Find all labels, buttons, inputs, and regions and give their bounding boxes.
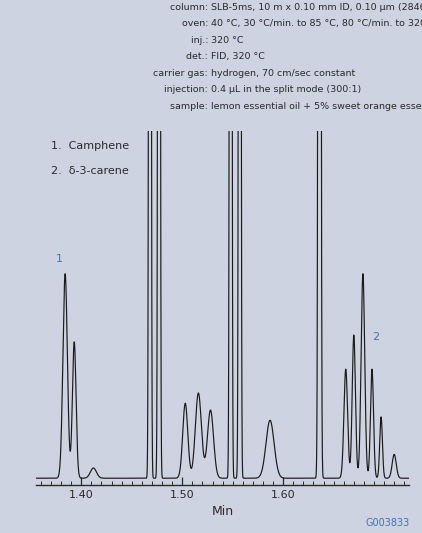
Text: 0.4 μL in the split mode (300:1): 0.4 μL in the split mode (300:1) [211, 85, 361, 94]
Text: 2.  δ-3-carene: 2. δ-3-carene [51, 166, 129, 176]
Text: inj.:: inj.: [170, 36, 211, 45]
Text: det.:: det.: [165, 52, 211, 61]
Text: G003833: G003833 [365, 518, 409, 528]
Text: carrier gas:: carrier gas: [153, 69, 211, 78]
Text: 320 °C: 320 °C [211, 36, 243, 45]
Text: 1: 1 [56, 254, 62, 263]
Text: oven:: oven: [163, 19, 211, 28]
Text: injection:: injection: [158, 85, 211, 94]
Text: 2: 2 [372, 332, 379, 342]
X-axis label: Min: Min [211, 505, 234, 519]
Text: column:: column: [158, 3, 211, 12]
Text: FID, 320 °C: FID, 320 °C [211, 52, 265, 61]
Text: 1.  Camphene: 1. Camphene [51, 141, 129, 151]
Text: hydrogen, 70 cm/sec constant: hydrogen, 70 cm/sec constant [211, 69, 355, 78]
Text: lemon essential oil + 5% sweet orange essential oil in hexane: lemon essential oil + 5% sweet orange es… [211, 102, 422, 111]
Text: sample:: sample: [158, 102, 211, 111]
Text: SLB-5ms, 10 m x 0.10 mm ID, 0.10 μm (28465-U): SLB-5ms, 10 m x 0.10 mm ID, 0.10 μm (284… [211, 3, 422, 12]
Text: 40 °C, 30 °C/min. to 85 °C, 80 °C/min. to 320 °C: 40 °C, 30 °C/min. to 85 °C, 80 °C/min. t… [211, 19, 422, 28]
